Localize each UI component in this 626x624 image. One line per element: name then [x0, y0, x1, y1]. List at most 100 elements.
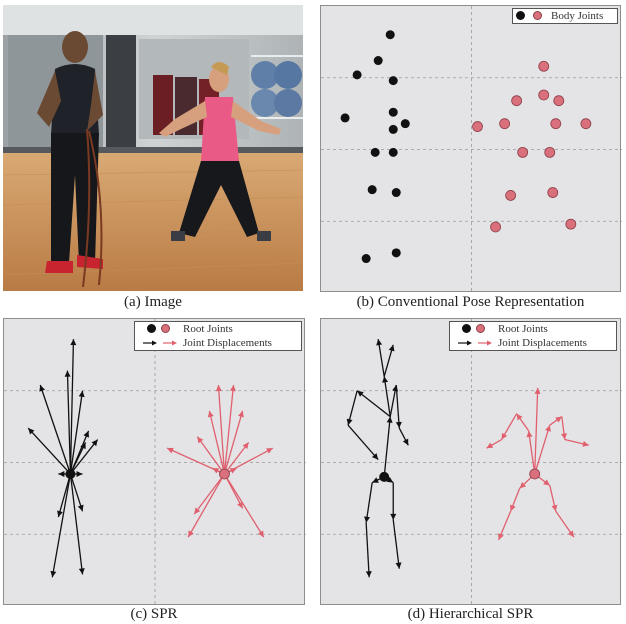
arrow-shaft [356, 390, 391, 418]
hierarchical-arrow-red [549, 416, 563, 426]
arrow-head [543, 479, 550, 486]
arrow-head [76, 470, 83, 477]
arrow-head [28, 428, 35, 435]
arrow-head [567, 530, 574, 538]
hierarchical-arrow-black [347, 424, 379, 461]
displacement-arrows-icon [143, 340, 177, 346]
displacement-arrow-black [57, 473, 72, 518]
body-joint-red-point [547, 187, 559, 198]
displacement-arrow-black [69, 473, 84, 512]
arrow-head [382, 376, 389, 383]
arrow-head [64, 370, 71, 377]
body-joint-red-point [565, 218, 577, 230]
arrow-head [237, 501, 243, 509]
arrow-head [402, 438, 409, 446]
hierarchical-arrow-red [534, 424, 551, 475]
body-joint-red-point [490, 221, 501, 233]
arrow-shaft [69, 439, 99, 475]
body-joint-red-point [538, 60, 550, 72]
root-joint-black-point [65, 468, 76, 479]
hierarchical-arrow-black [365, 522, 372, 578]
displacement-arrow-red [223, 384, 236, 475]
arrow-head [229, 385, 236, 392]
body-joints-black-marker [516, 11, 525, 20]
plot-c: Root Joints Joint Displacements [3, 318, 306, 606]
body-joint-red-point [544, 146, 556, 158]
arrow-head [215, 385, 222, 392]
caption-d: (d) Hierarchical SPR [407, 606, 534, 622]
panel-a: (a) Image [2, 5, 304, 313]
arrow-head [197, 436, 204, 444]
panel-b: Body Joints (b) Conventional Pose Repres… [318, 5, 623, 313]
arrow-shaft [383, 416, 391, 477]
caption-b: (b) Conventional Pose Representation [356, 294, 585, 310]
hierarchical-arrow-black [356, 390, 391, 418]
arrow-shaft [208, 410, 226, 475]
arrow-shaft [347, 424, 379, 461]
arrow-shaft [196, 436, 225, 475]
caption-a: (a) Image [124, 294, 182, 310]
body-joint-black-point [361, 254, 371, 264]
hierarchical-arrow-red [501, 413, 518, 440]
body-joint-black-point [367, 185, 377, 195]
arrow-head [364, 516, 371, 523]
arrow-head [555, 416, 562, 423]
arrow-head [365, 571, 372, 578]
displacement-arrow-black [69, 442, 87, 475]
pose-scatter-b [321, 6, 622, 293]
displacement-arrow-red [215, 384, 226, 475]
body-joint-red-point [505, 190, 517, 201]
plot-d: Root Joints Joint Displacements [320, 318, 622, 606]
arrow-head [386, 416, 393, 423]
arrow-head [510, 504, 516, 512]
displacement-arrow-red [193, 473, 225, 515]
plot-b: Body Joints [320, 5, 622, 293]
body-joint-red-point [517, 146, 529, 158]
arrow-head [78, 390, 85, 398]
arrow-shaft [534, 387, 539, 475]
arrow-head [545, 425, 551, 432]
hierarchical-arrow-red [549, 485, 558, 512]
arrow-head [77, 504, 84, 512]
caption-c: (c) SPR [130, 606, 178, 622]
arrow-head [551, 504, 558, 512]
legend-body-joints: Body Joints [551, 10, 604, 22]
arrow-head [258, 530, 264, 538]
root-joint-red-marker [476, 324, 485, 333]
hierarchical-arrow-black [376, 338, 385, 377]
arrow-shaft [534, 424, 551, 475]
legend-root-joints: Root Joints [498, 323, 548, 335]
arrow-head [357, 390, 364, 397]
body-joint-black-point [388, 147, 398, 157]
arrow-head [371, 453, 379, 460]
arrow-head [582, 440, 589, 447]
hierarchical-arrow-black [390, 482, 397, 520]
hierarchical-arrow-black [392, 519, 402, 569]
arrow-head [526, 430, 533, 438]
displacement-arrow-red [223, 473, 265, 538]
arrow-head [486, 442, 494, 449]
body-joint-red-point [538, 89, 550, 101]
arrow-shaft [66, 370, 72, 474]
body-joint-black-point [400, 119, 410, 129]
trainer-figure [37, 31, 103, 288]
displacement-arrow-black [64, 370, 72, 474]
arrow-shaft [193, 473, 225, 515]
arrow-head [395, 562, 402, 569]
arrow-head [516, 413, 523, 421]
root-joint-black-marker [147, 324, 156, 333]
arrow-shaft [187, 473, 226, 538]
hierarchical-arrow-red [510, 488, 521, 512]
arrow-shaft [69, 473, 84, 575]
root-joint-black-point [379, 471, 390, 482]
hierarchical-arrow-red [497, 511, 512, 541]
legend-b: Body Joints [512, 8, 618, 24]
arrow-shaft [395, 384, 400, 429]
body-joint-red-point [550, 118, 562, 130]
arrow-head [57, 510, 63, 518]
body-joint-black-point [388, 76, 398, 86]
arrow-head [390, 513, 397, 520]
hierarchical-arrow-red [516, 413, 530, 432]
arrow-head [346, 418, 353, 426]
panel-d: Root Joints Joint Displacements (d) Hier… [318, 318, 623, 624]
